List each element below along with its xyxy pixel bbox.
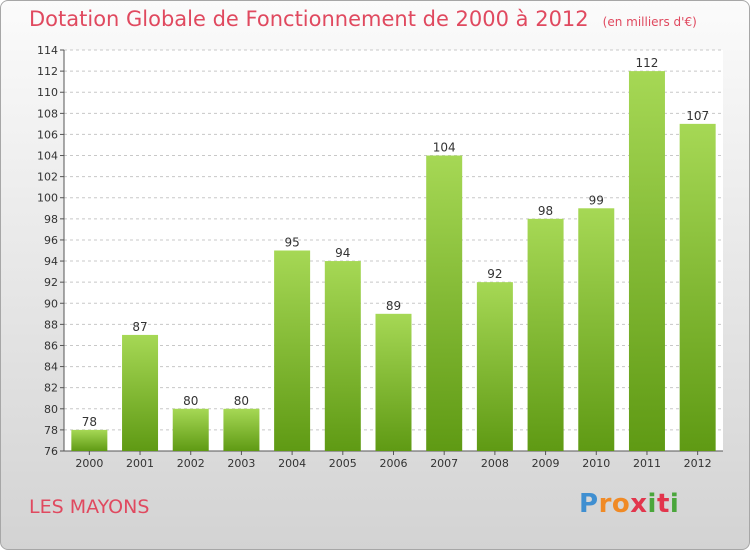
x-tick-label: 2004 (278, 457, 306, 470)
x-tick-label: 2008 (481, 457, 509, 470)
y-tick-label: 100 (37, 192, 58, 205)
bar-2009 (527, 218, 564, 451)
bar-2011 (628, 71, 665, 452)
data-label: 87 (132, 320, 147, 334)
data-label: 78 (82, 415, 97, 429)
y-tick-label: 80 (44, 403, 58, 416)
logo-letter: i (647, 489, 657, 519)
data-label: 107 (686, 109, 709, 123)
data-label: 99 (589, 193, 604, 207)
bar-2008 (476, 282, 513, 451)
data-label: 104 (433, 141, 456, 155)
data-label: 89 (386, 299, 401, 313)
logo-letter: t (656, 489, 670, 519)
y-tick-label: 92 (44, 276, 58, 289)
logo-letter: r (598, 489, 612, 519)
data-label: 80 (234, 394, 249, 408)
y-tick-label: 114 (37, 44, 58, 57)
x-tick-label: 2002 (177, 457, 205, 470)
logo-letter: P (579, 489, 599, 519)
bar-2000 (71, 429, 108, 451)
commune-name: LES MAYONS (29, 496, 150, 518)
data-label: 98 (538, 204, 553, 218)
logo-letter: x (630, 489, 648, 519)
y-tick-label: 106 (37, 128, 58, 141)
bar-2006 (375, 313, 412, 451)
bar-2010 (578, 208, 615, 451)
data-label: 92 (487, 267, 502, 281)
bar-2007 (426, 155, 463, 452)
logo-letter: i (669, 489, 680, 519)
x-tick-label: 2000 (75, 457, 103, 470)
y-tick-label: 108 (37, 107, 58, 120)
bar-2012 (679, 123, 716, 452)
bar-2002 (172, 408, 209, 451)
chart-title: Dotation Globale de Fonctionnement de 20… (29, 7, 697, 31)
y-tick-label: 104 (37, 150, 58, 163)
logo-letter: o (611, 489, 631, 519)
x-tick-label: 2005 (329, 457, 357, 470)
x-tick-label: 2010 (582, 457, 610, 470)
data-label: 80 (183, 394, 198, 408)
unit-note: (en milliers d'€) (602, 15, 697, 29)
bar-2005 (324, 261, 361, 451)
bar-2004 (274, 250, 311, 451)
y-tick-label: 98 (44, 213, 58, 226)
bar-2001 (122, 334, 159, 451)
bar-2003 (223, 408, 260, 451)
y-tick-label: 82 (44, 382, 58, 395)
y-tick-label: 84 (44, 361, 58, 374)
x-tick-label: 2001 (126, 457, 154, 470)
y-tick-label: 96 (44, 234, 58, 247)
y-tick-label: 90 (44, 297, 58, 310)
title-text: Dotation Globale de Fonctionnement de 20… (29, 7, 589, 31)
y-tick-label: 94 (44, 255, 58, 268)
proxiti-logo: Proxiti (579, 489, 679, 519)
y-tick-label: 78 (44, 424, 58, 437)
data-label: 94 (335, 246, 350, 260)
x-tick-label: 2009 (532, 457, 560, 470)
y-tick-label: 88 (44, 318, 58, 331)
x-tick-label: 2003 (227, 457, 255, 470)
y-tick-label: 112 (37, 65, 58, 78)
data-label: 95 (284, 236, 299, 250)
x-tick-label: 2011 (633, 457, 661, 470)
x-tick-label: 2012 (684, 457, 712, 470)
y-tick-label: 76 (44, 445, 58, 458)
y-tick-label: 110 (37, 86, 58, 99)
x-tick-label: 2006 (380, 457, 408, 470)
y-tick-label: 102 (37, 171, 58, 184)
y-tick-label: 86 (44, 339, 58, 352)
data-label: 112 (636, 56, 659, 70)
x-tick-label: 2007 (430, 457, 458, 470)
